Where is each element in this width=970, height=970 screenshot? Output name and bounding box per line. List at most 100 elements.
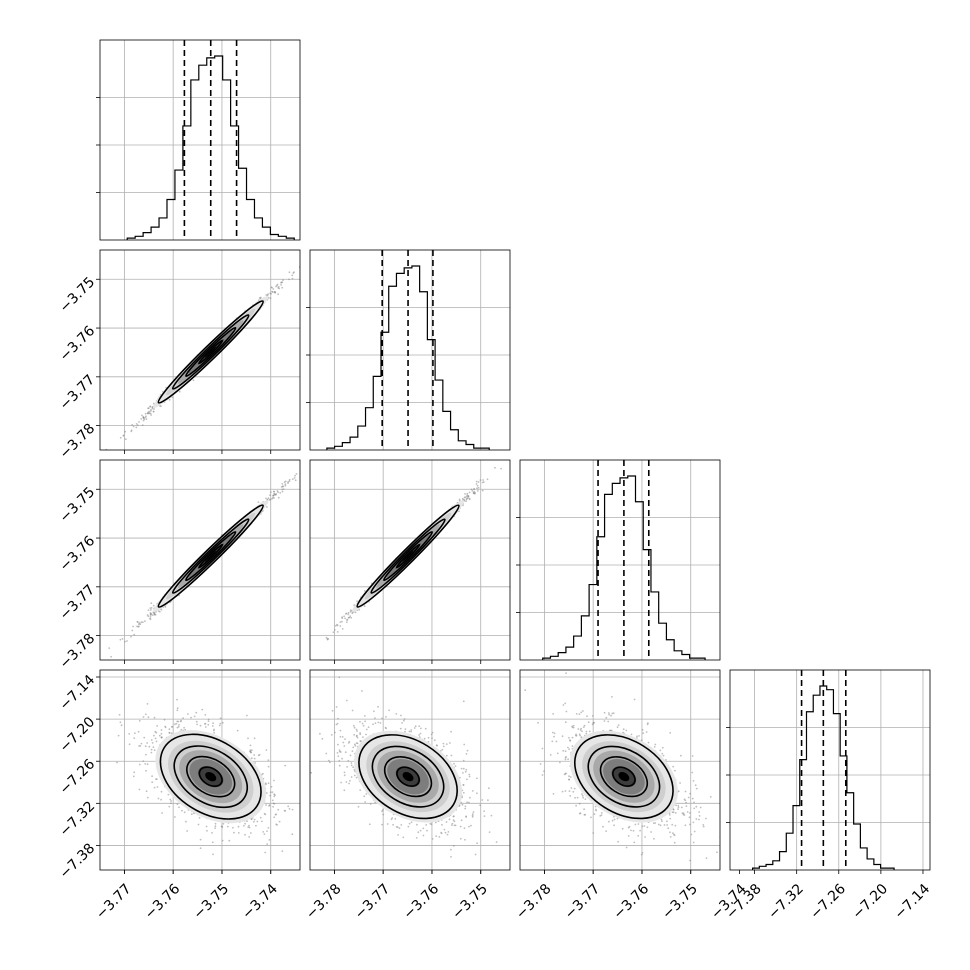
sample-point	[272, 288, 275, 290]
sample-point	[178, 724, 180, 726]
sample-point	[343, 615, 345, 618]
sample-point	[627, 835, 630, 837]
sample-point	[350, 776, 353, 778]
sample-point	[336, 722, 339, 725]
sample-point	[345, 699, 348, 702]
sample-point	[417, 831, 420, 834]
sample-point	[374, 717, 376, 719]
sample-point	[119, 721, 122, 724]
sample-point	[199, 838, 202, 841]
density-shade	[204, 346, 217, 358]
x-tick-label: −3.75	[191, 881, 233, 923]
histogram-step	[126, 55, 295, 240]
sample-point	[352, 766, 355, 769]
sample-point	[365, 728, 368, 731]
sample-point	[156, 725, 159, 727]
sample-point	[145, 790, 148, 793]
sample-point	[146, 796, 149, 799]
sample-point	[169, 798, 172, 801]
sample-point	[144, 620, 146, 623]
sample-point	[214, 827, 217, 829]
sample-point	[246, 714, 248, 717]
sample-point	[407, 825, 410, 828]
sample-point	[121, 638, 124, 640]
sample-point	[431, 731, 434, 734]
sample-point	[341, 620, 343, 623]
sample-point	[575, 713, 578, 715]
sample-point	[269, 491, 272, 493]
density-shade	[402, 550, 414, 562]
sample-point	[691, 755, 694, 757]
sample-point	[608, 713, 611, 716]
sample-point	[693, 807, 696, 810]
sample-point	[336, 752, 339, 754]
sample-point	[553, 732, 556, 735]
sample-point	[255, 824, 257, 827]
panel-frame	[99, 459, 301, 661]
sample-point	[176, 803, 179, 806]
sample-point	[368, 823, 371, 826]
sample-point	[213, 728, 215, 731]
sample-point	[155, 740, 158, 743]
sample-point	[325, 636, 328, 639]
sample-point	[265, 749, 268, 751]
sample-point	[153, 786, 156, 789]
sample-point	[145, 769, 147, 772]
sample-point	[180, 728, 183, 731]
sample-point	[379, 722, 382, 724]
sample-point	[673, 841, 676, 844]
sample-point	[448, 818, 451, 821]
sample-point	[350, 764, 353, 767]
sample-point	[338, 759, 341, 762]
sample-point	[483, 815, 486, 817]
sample-point	[454, 765, 457, 767]
sample-point	[442, 745, 445, 748]
sample-point	[150, 414, 153, 416]
sample-point	[294, 474, 296, 477]
sample-point	[565, 710, 568, 713]
y-tick-label: −7.32	[57, 798, 99, 840]
sample-point	[339, 735, 342, 738]
sample-point	[630, 733, 633, 736]
sample-point	[494, 466, 496, 469]
sample-point	[137, 730, 140, 733]
sample-point	[281, 286, 284, 289]
sample-point	[433, 739, 436, 742]
sample-point	[144, 713, 147, 716]
sample-point	[677, 806, 680, 809]
sample-point	[179, 720, 182, 723]
sample-point	[291, 808, 294, 811]
sample-point	[577, 728, 580, 730]
sample-point	[373, 710, 375, 713]
sample-point	[214, 822, 217, 825]
sample-point	[147, 412, 149, 415]
sample-point	[149, 607, 152, 609]
sample-point	[440, 831, 443, 834]
sample-point	[617, 724, 620, 726]
sample-point	[250, 832, 252, 834]
sample-point	[160, 729, 163, 731]
sample-point	[274, 813, 277, 816]
sample-point	[381, 717, 383, 720]
sample-point	[471, 790, 474, 792]
sample-point	[476, 490, 479, 492]
sample-point	[151, 406, 154, 408]
sample-point	[659, 824, 662, 827]
sample-point	[160, 608, 163, 611]
sample-point	[342, 741, 345, 744]
sample-point	[265, 792, 268, 794]
sample-point	[353, 774, 356, 777]
sample-point	[205, 825, 208, 828]
sample-point	[622, 728, 625, 731]
sample-point	[582, 710, 584, 712]
sample-point	[266, 843, 269, 845]
sample-point	[611, 712, 614, 715]
histogram-panel-0	[96, 39, 301, 241]
sample-point	[686, 811, 689, 813]
sample-point	[140, 742, 143, 745]
sample-point	[684, 790, 687, 793]
sample-point	[654, 743, 657, 746]
sample-point	[336, 624, 339, 627]
sample-point	[419, 829, 422, 832]
